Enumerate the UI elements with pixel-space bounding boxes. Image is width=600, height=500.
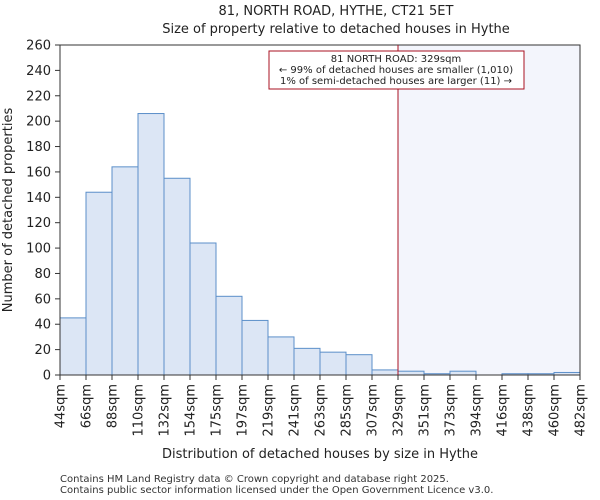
- bar-154sqm: [189, 242, 217, 376]
- x-tick-label: 110sqm: [132, 384, 147, 437]
- x-tick-label: 88sqm: [106, 384, 121, 428]
- y-tick-label: 140: [26, 191, 51, 206]
- x-tick-label: 285sqm: [340, 384, 355, 437]
- x-axis-label: Distribution of detached houses by size …: [162, 447, 478, 462]
- y-tick-label: 220: [26, 89, 51, 104]
- bar-132sqm: [163, 177, 191, 376]
- x-tick-label: 263sqm: [314, 384, 329, 437]
- x-tick-label: 154sqm: [184, 384, 199, 437]
- x-tick-label: 241sqm: [288, 384, 303, 437]
- y-tick-label: 260: [26, 39, 51, 54]
- bar-175sqm: [215, 295, 243, 376]
- bar-110sqm: [137, 113, 165, 376]
- annotation-box: 81 NORTH ROAD: 329sqm ← 99% of detached …: [268, 50, 525, 90]
- bar-66sqm: [85, 191, 113, 376]
- footer-line-2: Contains public sector information licen…: [60, 485, 494, 496]
- y-tick-label: 180: [26, 140, 51, 155]
- y-tick-label: 80: [34, 267, 51, 282]
- x-tick-label: 351sqm: [418, 384, 433, 437]
- annotation-line-3: 1% of semi-detached houses are larger (1…: [280, 76, 512, 87]
- highlight-region: [398, 45, 580, 375]
- footer-line-1: Contains HM Land Registry data © Crown c…: [60, 474, 449, 485]
- x-tick-label: 373sqm: [444, 384, 459, 437]
- y-tick-label: 160: [26, 165, 51, 180]
- x-tick-label: 329sqm: [392, 384, 407, 437]
- y-tick-label: 0: [43, 369, 51, 384]
- x-tick-label: 482sqm: [574, 384, 589, 437]
- x-tick-label: 197sqm: [236, 384, 251, 437]
- x-tick-label: 44sqm: [54, 384, 69, 428]
- x-tick-label: 307sqm: [366, 384, 381, 437]
- x-tick-label: 132sqm: [158, 384, 173, 437]
- y-tick-label: 120: [26, 216, 51, 231]
- bar-307sqm: [371, 369, 399, 376]
- annotation-frame: [268, 50, 525, 90]
- bar-197sqm: [241, 319, 269, 376]
- bar-285sqm: [345, 354, 373, 376]
- chart-title: 81, NORTH ROAD, HYTHE, CT21 5ET: [219, 4, 454, 19]
- annotation-line-1: 81 NORTH ROAD: 329sqm: [331, 54, 461, 65]
- bar-219sqm: [267, 336, 295, 376]
- bar-241sqm: [293, 347, 321, 376]
- y-tick-label: 60: [34, 292, 51, 307]
- plot-frame: [59, 44, 581, 376]
- y-tick-label: 240: [26, 64, 51, 79]
- x-tick-label: 175sqm: [210, 384, 225, 437]
- bar-263sqm: [319, 351, 347, 376]
- x-tick-label: 416sqm: [496, 384, 511, 437]
- annotation-line-2: ← 99% of detached houses are smaller (1,…: [279, 65, 513, 76]
- y-tick-label: 20: [34, 343, 51, 358]
- bar-373sqm: [449, 370, 477, 376]
- x-tick-label: 460sqm: [548, 384, 563, 437]
- x-tick-label: 394sqm: [470, 384, 485, 437]
- bar-88sqm: [111, 166, 139, 376]
- y-axis-label: Number of detached properties: [1, 108, 16, 313]
- y-tick-label: 40: [34, 318, 51, 333]
- x-tick-label: 438sqm: [522, 384, 537, 437]
- y-tick-label: 200: [26, 115, 51, 130]
- bar-44sqm: [59, 317, 87, 376]
- chart-subtitle: Size of property relative to detached ho…: [162, 22, 510, 37]
- x-tick-label: 66sqm: [80, 384, 95, 428]
- y-tick-label: 100: [26, 242, 51, 257]
- bar-329sqm: [397, 370, 425, 376]
- x-tick-label: 219sqm: [262, 384, 277, 437]
